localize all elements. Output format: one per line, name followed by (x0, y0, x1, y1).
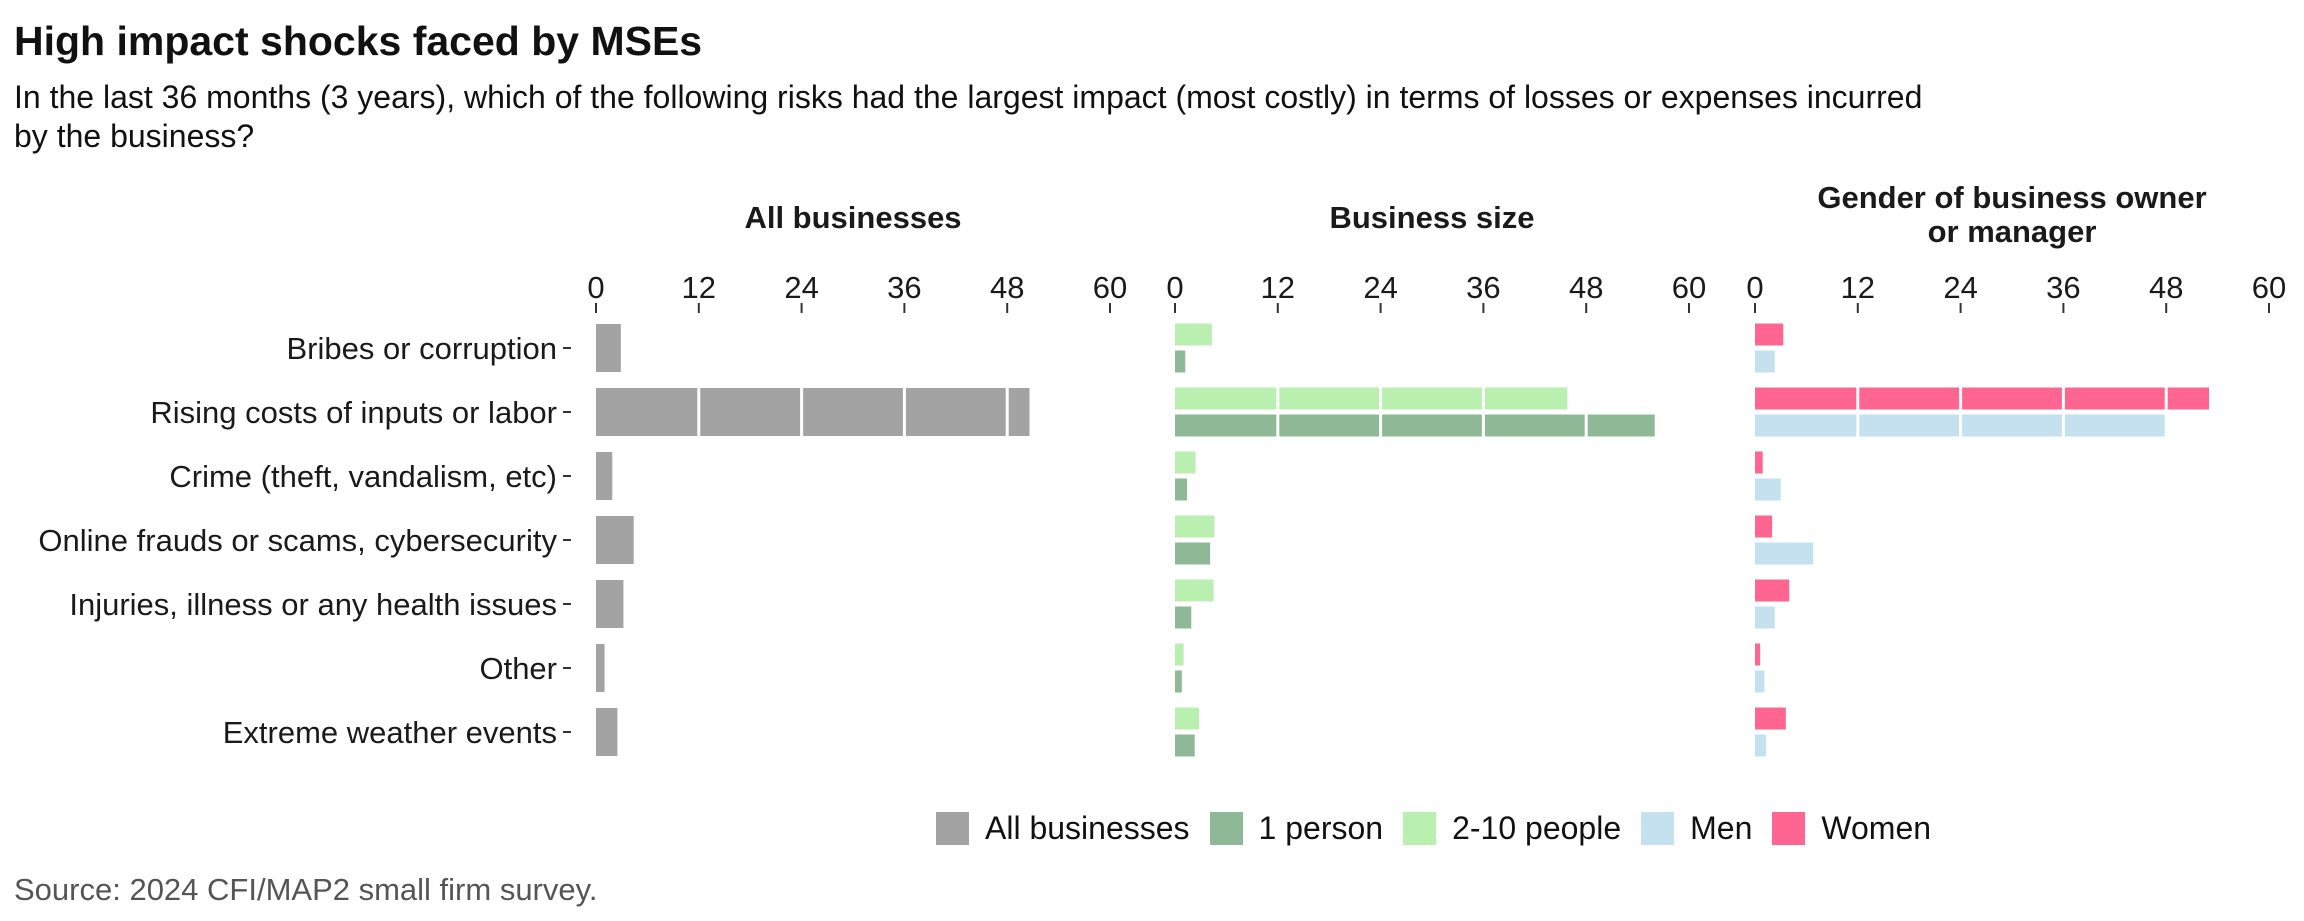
bar-business-size-1-person-crime-theft-vandalism-etc (1175, 478, 1187, 501)
bar-gender-of-business-owner-or-manager-women-crime-theft-vandalism-etc (1755, 451, 1763, 474)
tick-label-all-businesses-12: 12 (682, 270, 716, 305)
legend-swatch-men (1641, 812, 1675, 845)
bar-gender-of-business-owner-or-manager-women-bribes-or-corruption (1755, 323, 1784, 346)
bar-gender-of-business-owner-or-manager-men-extreme-weather-events (1755, 734, 1767, 757)
legend-swatch-all-businesses (936, 812, 969, 845)
tick-label-business-size-0: 0 (1166, 270, 1183, 305)
tick-label-gender-of-business-owner-or-manager-24: 24 (1943, 270, 1977, 305)
bar-all-businesses-all-businesses-injuries-illness-or-any-health-issues (596, 580, 624, 628)
bar-gender-of-business-owner-or-manager-women-extreme-weather-events (1755, 707, 1786, 730)
legend-label-women: Women (1821, 810, 1932, 846)
bar-business-size-1-person-extreme-weather-events (1175, 734, 1195, 757)
bar-gender-of-business-owner-or-manager-men-online-frauds-or-scams-cybersecurity (1755, 542, 1814, 565)
tick-label-business-size-36: 36 (1466, 270, 1500, 305)
bar-business-size-1-person-rising-costs-of-inputs-or-labor (1175, 414, 1655, 437)
bar-all-businesses-all-businesses-other (596, 644, 605, 692)
bar-gender-of-business-owner-or-manager-women-injuries-illness-or-any-health-issues (1755, 579, 1790, 602)
legend-item-women: Women (1772, 810, 1931, 847)
legend-item-2-10-people: 2-10 people (1403, 810, 1621, 847)
bar-all-businesses-all-businesses-bribes-or-corruption (596, 324, 621, 372)
bar-all-businesses-all-businesses-online-frauds-or-scams-cybersecurity (596, 516, 634, 564)
bar-business-size-1-person-online-frauds-or-scams-cybersecurity (1175, 542, 1211, 565)
bar-business-size-2-10-people-injuries-illness-or-any-health-issues (1175, 579, 1214, 602)
bar-gender-of-business-owner-or-manager-men-injuries-illness-or-any-health-issues (1755, 606, 1775, 629)
legend-item-all-businesses: All businesses (936, 810, 1190, 847)
category-label-bribes-or-corruption: Bribes or corruption (286, 331, 557, 366)
category-label-online-frauds-or-scams-cybersecurity: Online frauds or scams, cybersecurity (38, 523, 557, 558)
tick-label-gender-of-business-owner-or-manager-48: 48 (2149, 270, 2183, 305)
category-label-extreme-weather-events: Extreme weather events (223, 715, 557, 750)
bar-business-size-1-person-other (1175, 670, 1182, 693)
panel-title-gender-of-business-owner-or-manager: Gender of business owner or manager (1817, 180, 2206, 249)
legend-label-all-businesses: All businesses (985, 810, 1190, 846)
bar-all-businesses-all-businesses-crime-theft-vandalism-etc (596, 452, 613, 500)
tick-label-business-size-48: 48 (1569, 270, 1603, 305)
bar-business-size-2-10-people-rising-costs-of-inputs-or-labor (1175, 387, 1568, 410)
bar-business-size-2-10-people-bribes-or-corruption (1175, 323, 1212, 346)
bar-all-businesses-all-businesses-extreme-weather-events (596, 708, 618, 756)
bar-business-size-2-10-people-online-frauds-or-scams-cybersecurity (1175, 515, 1215, 538)
tick-label-gender-of-business-owner-or-manager-36: 36 (2046, 270, 2080, 305)
tick-label-gender-of-business-owner-or-manager-60: 60 (2252, 270, 2286, 305)
bar-business-size-2-10-people-extreme-weather-events (1175, 707, 1199, 730)
category-label-rising-costs-of-inputs-or-labor: Rising costs of inputs or labor (150, 395, 557, 430)
panel-title-business-size: Business size (1329, 200, 1534, 235)
legend: All businesses 1 person 2-10 people Men … (936, 810, 1951, 847)
legend-item-men: Men (1641, 810, 1752, 847)
legend-item-1-person: 1 person (1209, 810, 1384, 847)
tick-label-all-businesses-0: 0 (587, 270, 604, 305)
tick-label-all-businesses-60: 60 (1093, 270, 1127, 305)
source-note: Source: 2024 CFI/MAP2 small firm survey. (14, 872, 598, 907)
tick-label-business-size-12: 12 (1261, 270, 1295, 305)
tick-label-all-businesses-36: 36 (887, 270, 921, 305)
bar-all-businesses-all-businesses-rising-costs-of-inputs-or-labor (596, 388, 1030, 436)
bar-gender-of-business-owner-or-manager-women-rising-costs-of-inputs-or-labor (1755, 387, 2210, 410)
category-label-crime-theft-vandalism-etc: Crime (theft, vandalism, etc) (169, 459, 557, 494)
tick-label-business-size-24: 24 (1363, 270, 1397, 305)
legend-label-1-person: 1 person (1258, 810, 1384, 846)
bar-business-size-1-person-bribes-or-corruption (1175, 350, 1186, 373)
bar-business-size-2-10-people-other (1175, 643, 1184, 666)
panel-title-all-businesses: All businesses (744, 200, 961, 235)
legend-swatch-1-person (1209, 812, 1243, 845)
category-label-other: Other (479, 651, 557, 686)
legend-swatch-women (1772, 812, 1806, 845)
legend-swatch-2-10-people (1403, 812, 1437, 845)
bar-gender-of-business-owner-or-manager-women-other (1755, 643, 1761, 666)
bar-gender-of-business-owner-or-manager-women-online-frauds-or-scams-cybersecurity (1755, 515, 1773, 538)
bar-gender-of-business-owner-or-manager-men-crime-theft-vandalism-etc (1755, 478, 1781, 501)
tick-label-gender-of-business-owner-or-manager-12: 12 (1841, 270, 1875, 305)
bar-business-size-2-10-people-crime-theft-vandalism-etc (1175, 451, 1196, 474)
category-label-injuries-illness-or-any-health-issues: Injuries, illness or any health issues (69, 587, 557, 622)
legend-label-2-10-people: 2-10 people (1452, 810, 1622, 846)
bar-gender-of-business-owner-or-manager-men-bribes-or-corruption (1755, 350, 1775, 373)
chart-subtitle: In the last 36 months (3 years), which o… (14, 79, 1923, 154)
bar-gender-of-business-owner-or-manager-men-other (1755, 670, 1765, 693)
legend-label-men: Men (1690, 810, 1753, 846)
chart-title: High impact shocks faced by MSEs (14, 18, 703, 64)
tick-label-all-businesses-24: 24 (784, 270, 818, 305)
tick-label-gender-of-business-owner-or-manager-0: 0 (1746, 270, 1763, 305)
tick-label-business-size-60: 60 (1672, 270, 1706, 305)
tick-label-all-businesses-48: 48 (990, 270, 1024, 305)
bar-business-size-1-person-injuries-illness-or-any-health-issues (1175, 606, 1192, 629)
